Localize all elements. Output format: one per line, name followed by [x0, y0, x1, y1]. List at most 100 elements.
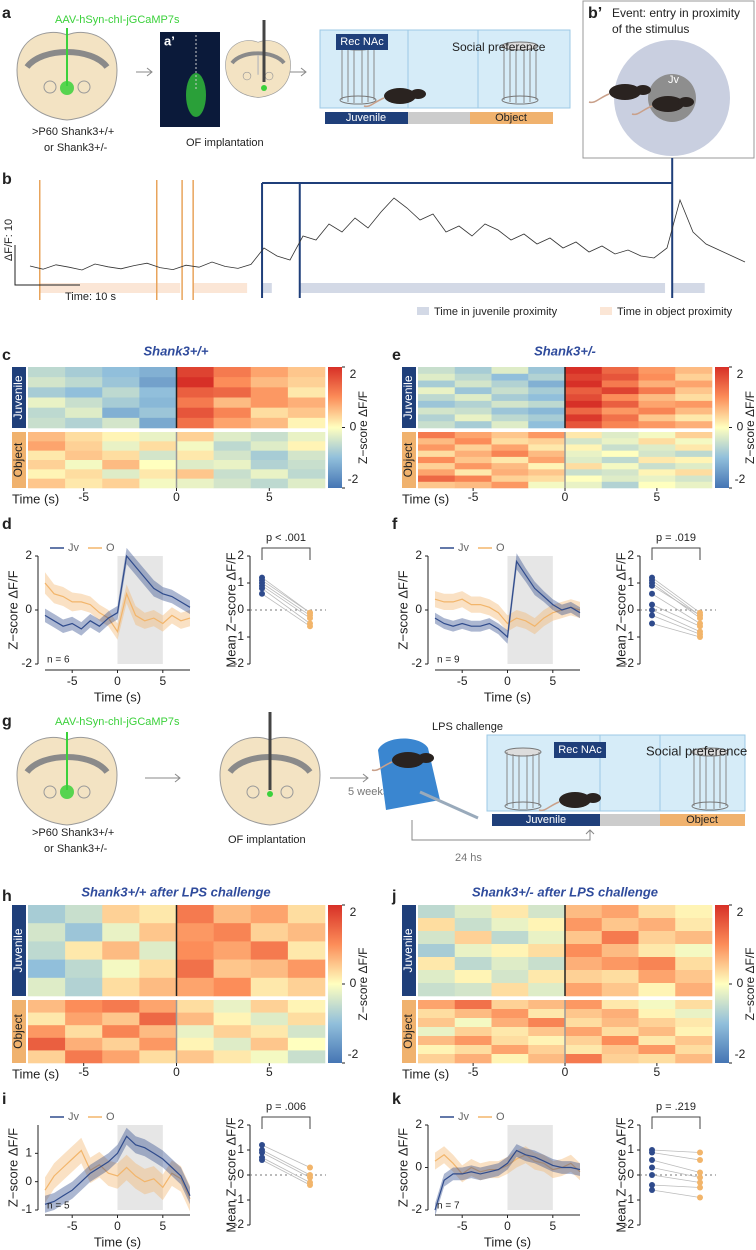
heat-cell	[139, 432, 177, 442]
heat-cell	[139, 367, 177, 378]
heat-cell	[491, 918, 529, 932]
heat-cell	[601, 1018, 639, 1028]
pair-line	[651, 1159, 701, 1173]
heat-cell	[565, 421, 603, 429]
x-axis-label: Time (s)	[402, 1066, 449, 1081]
dot	[649, 1182, 655, 1188]
y-axis-label: Mean Z−score ΔF/F	[613, 1117, 628, 1232]
heat-cell	[675, 450, 713, 458]
heat-cell	[139, 377, 177, 388]
pair-line	[651, 577, 701, 614]
heat-cell	[528, 394, 566, 402]
heat-cell	[176, 387, 214, 398]
heat-cell	[638, 421, 676, 429]
heat-cell	[601, 1054, 639, 1064]
heat-cell	[65, 432, 103, 442]
group-label: Juvenile	[11, 375, 25, 419]
group-tab	[402, 905, 416, 996]
juvenile-zone	[492, 814, 600, 826]
heat-cell	[418, 438, 456, 445]
colorbar-tick-label: 2	[350, 905, 357, 919]
heat-cell	[565, 1036, 603, 1046]
heat-cell	[638, 1054, 676, 1064]
rec-box	[336, 34, 388, 50]
y-tick-label: -1	[233, 1192, 244, 1206]
heat-cell	[213, 905, 252, 924]
heat-cell	[176, 407, 214, 419]
heat-cell	[176, 1050, 214, 1064]
heat-cell	[176, 450, 214, 461]
heat-cell	[139, 905, 177, 924]
error-band	[45, 1127, 190, 1213]
dot	[697, 1157, 703, 1163]
event-text: of the stimulus	[612, 22, 689, 36]
heat-cell	[418, 373, 456, 381]
heat-cell	[213, 1000, 252, 1013]
pair-line	[261, 579, 311, 614]
virus-label: AAV-hSyn-chI-jGCaMP7s	[55, 14, 180, 26]
heat-cell	[601, 970, 639, 984]
heat-cell	[213, 469, 252, 479]
heat-cell	[675, 414, 713, 422]
x-axis-label: Time (s)	[402, 491, 449, 506]
heat-cell	[250, 478, 289, 489]
heat-cell	[491, 367, 529, 375]
heat-cell	[418, 983, 456, 997]
heat-cell	[675, 931, 713, 945]
heat-cell	[176, 417, 214, 429]
heat-cell	[601, 432, 639, 439]
mean-line	[44, 1135, 191, 1205]
heat-cell	[454, 400, 492, 408]
heat-cell	[454, 444, 492, 451]
pair-line	[651, 1152, 701, 1161]
legend-label: Time in juvenile proximity	[434, 306, 558, 318]
error-band	[435, 591, 580, 635]
heat-cell	[601, 957, 639, 971]
zone-label: Juvenile	[346, 112, 386, 124]
group-label: Object	[401, 1013, 415, 1048]
legend-swatch	[417, 307, 429, 315]
colorbar-tick-label: -2	[735, 472, 746, 486]
heatmap-title: Shank3+/-	[534, 343, 596, 358]
mean-line	[434, 1154, 581, 1175]
heat-cell	[454, 387, 492, 395]
heat-cell	[638, 456, 676, 464]
heat-cell	[491, 463, 529, 470]
heat-cell	[601, 400, 639, 408]
group-tab	[12, 367, 26, 428]
x-tick-label: 5	[654, 490, 661, 504]
heat-cell	[638, 367, 676, 375]
heat-cell	[528, 1054, 566, 1064]
y-tick-label: 0	[627, 1167, 634, 1181]
y-tick-label: 2	[627, 548, 634, 562]
panel-letter: g	[2, 713, 12, 730]
heat-cell	[454, 463, 492, 470]
heat-cell	[565, 387, 603, 395]
heat-cell	[491, 931, 529, 945]
brain-diagram	[223, 38, 293, 100]
heat-cell	[213, 387, 252, 398]
pair-line	[261, 1144, 311, 1168]
heat-cell	[102, 941, 140, 960]
heat-cell	[65, 441, 103, 451]
heat-cell	[287, 407, 326, 419]
heat-cell	[28, 1050, 66, 1064]
heat-cell	[139, 469, 177, 479]
heat-cell	[454, 421, 492, 429]
heat-cell	[250, 923, 289, 942]
heat-cell	[675, 1000, 713, 1010]
heat-cell	[528, 400, 566, 408]
dot	[649, 590, 655, 597]
x-tick-label: -5	[67, 674, 78, 688]
p-value: p < .001	[266, 532, 306, 544]
heat-cell	[454, 450, 492, 458]
heat-cell	[287, 905, 326, 924]
heat-cell	[176, 905, 214, 924]
injection-site	[60, 81, 74, 95]
heat-cell	[418, 367, 456, 375]
heat-cell	[176, 441, 214, 451]
heat-cell	[528, 432, 566, 439]
implant-label: OF implantation	[186, 137, 264, 149]
significance-bracket	[261, 1116, 311, 1129]
sample-size: n = 7	[437, 1201, 460, 1212]
